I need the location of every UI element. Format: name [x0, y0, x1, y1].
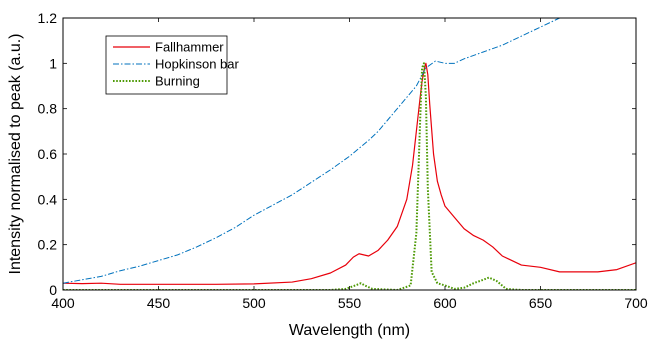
y-tick-label: 0 [49, 282, 57, 298]
x-tick-label: 700 [624, 295, 648, 311]
x-tick-label: 650 [529, 295, 553, 311]
legend-label: Hopkinson bar [155, 57, 239, 72]
legend-label: Burning [155, 74, 200, 89]
tick-layer: 400 450 500 550 600 650 700 0 0.2 0.4 0.6 0.8 1 1.2 [38, 10, 648, 311]
legend-box [105, 35, 228, 95]
y-tick-label: 0.4 [38, 191, 58, 207]
series-layer [63, 18, 636, 290]
x-tick-label: 600 [433, 295, 457, 311]
y-tick-label: 1 [49, 55, 57, 71]
x-tick-label: 450 [147, 295, 171, 311]
x-tick-label: 400 [51, 295, 75, 311]
x-tick-label: 500 [242, 295, 266, 311]
legend-label: Fallhammer [155, 40, 224, 55]
y-tick-label: 0.8 [38, 101, 58, 117]
x-axis-title: Wavelength (nm) [289, 322, 410, 339]
y-tick-label: 0.2 [38, 237, 58, 253]
y-axis-title: Intensity normalised to peak (a.u.) [7, 33, 24, 274]
y-tick-label: 0.6 [38, 146, 58, 162]
y-tick-label: 1.2 [38, 10, 58, 26]
x-tick-label: 550 [338, 295, 362, 311]
series-line-hopkinson-bar [63, 18, 560, 284]
legend: Fallhammer Hopkinson bar Burning [105, 35, 239, 95]
